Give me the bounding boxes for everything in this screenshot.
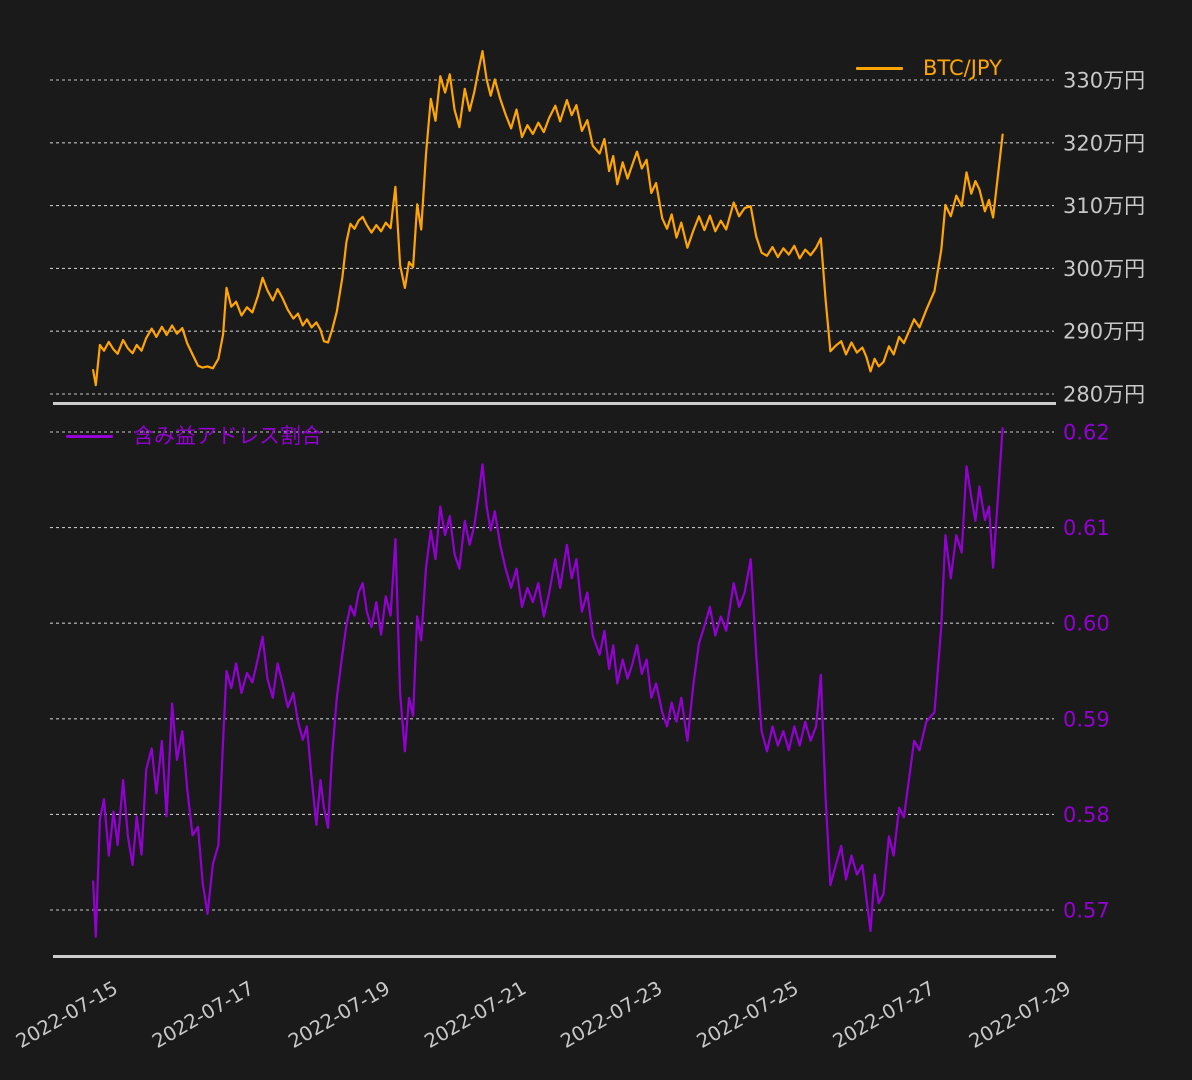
x-tick-label: 2022-07-21: [421, 976, 531, 1053]
btc-jpy-line: [91, 49, 1004, 387]
y-tick-label-bottom: 0.58: [1063, 803, 1110, 827]
y-tick-label-top: 280万円: [1063, 383, 1145, 407]
y-tick-label-bottom: 0.59: [1063, 707, 1110, 731]
x-tick-label: 2022-07-25: [693, 976, 803, 1053]
x-tick-label: 2022-07-27: [829, 976, 939, 1053]
y-tick-label-top: 330万円: [1063, 69, 1145, 93]
legend-label-btcjpy: BTC/JPY: [923, 56, 1002, 80]
y-tick-label-top: 320万円: [1063, 131, 1145, 155]
legend-profit-address-ratio: 含み益アドレス割合: [66, 426, 322, 447]
x-tick-label: 2022-07-29: [965, 976, 1075, 1053]
legend-btcjpy: BTC/JPY: [856, 58, 1002, 79]
x-tick-label: 2022-07-19: [284, 976, 394, 1053]
y-tick-label-top: 300万円: [1063, 257, 1145, 281]
legend-line-swatch-btcjpy: [856, 67, 903, 70]
y-tick-label-bottom: 0.62: [1063, 421, 1110, 445]
legend-line-swatch-ratio: [66, 435, 113, 438]
x-tick-label: 2022-07-17: [148, 976, 258, 1053]
y-tick-label-bottom: 0.61: [1063, 516, 1110, 540]
x-tick-label: 2022-07-23: [557, 976, 667, 1053]
y-tick-label-bottom: 0.57: [1063, 899, 1110, 923]
x-tick-label: 2022-07-15: [12, 976, 122, 1053]
y-tick-label-top: 290万円: [1063, 320, 1145, 344]
y-tick-label-top: 310万円: [1063, 194, 1145, 218]
profit-address-ratio-line: [91, 427, 1004, 938]
y-tick-label-bottom: 0.60: [1063, 612, 1110, 636]
legend-label-ratio: 含み益アドレス割合: [133, 424, 322, 448]
